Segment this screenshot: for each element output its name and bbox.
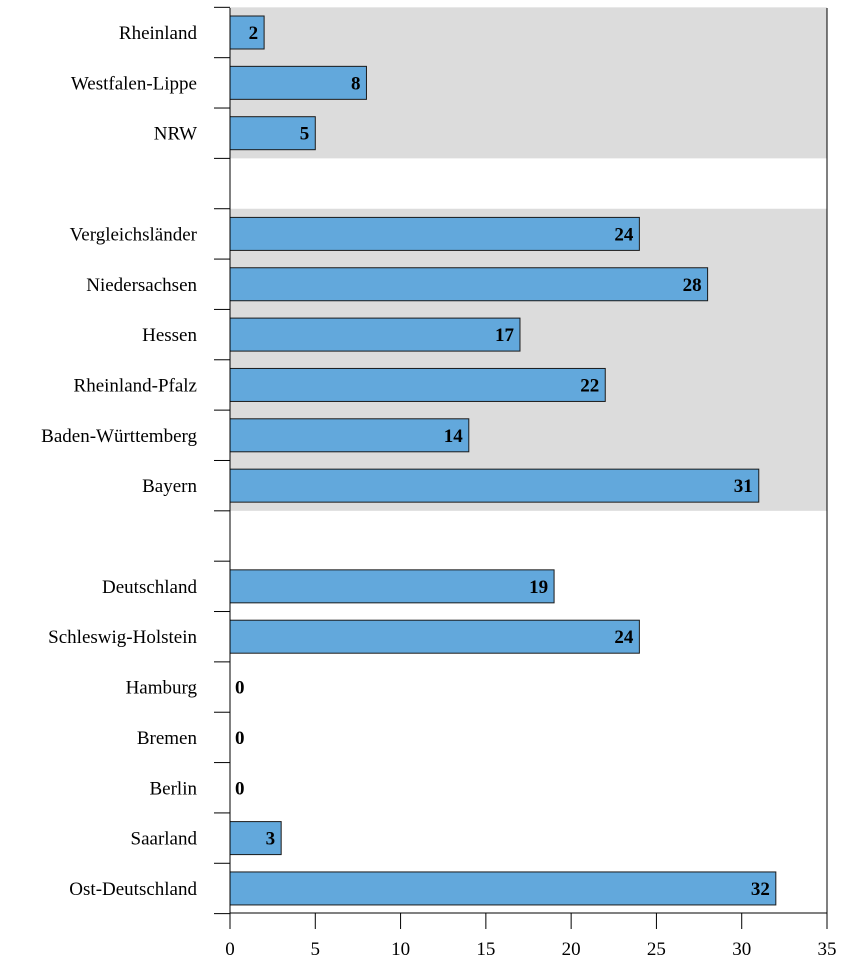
- x-tick-label: 35: [818, 939, 837, 960]
- bar-value-label: 14: [444, 426, 464, 447]
- group-shading-2: [230, 208, 827, 511]
- category-label: Saarland: [131, 829, 198, 850]
- bar-value-label: 22: [580, 375, 599, 396]
- bar-value-label: 2: [249, 23, 259, 44]
- bar-value-label: 31: [734, 476, 753, 497]
- bar: [229, 216, 640, 251]
- category-label: Bayern: [142, 476, 197, 497]
- bar-value-label: 24: [614, 627, 634, 648]
- x-tick-label: 30: [732, 939, 751, 960]
- category-label: NRW: [154, 124, 197, 145]
- bar: [229, 65, 367, 100]
- axis-layer: [214, 6, 828, 929]
- bar-value-label: 5: [300, 124, 310, 145]
- bar: [229, 619, 640, 654]
- bar: [229, 418, 470, 453]
- bar-value-label: 19: [529, 577, 548, 598]
- bar: [229, 821, 282, 856]
- category-label: Niedersachsen: [86, 275, 197, 296]
- bar: [229, 871, 777, 906]
- x-tick-label: 25: [647, 939, 666, 960]
- bar-layer: [229, 15, 777, 906]
- category-label: Deutschland: [102, 577, 197, 598]
- x-tick-label: 20: [562, 939, 581, 960]
- bar: [229, 468, 760, 503]
- category-label: Bremen: [137, 728, 198, 749]
- bar-value-label: 8: [351, 73, 361, 94]
- x-tick-label: 10: [391, 939, 410, 960]
- bar-value-label: 3: [266, 829, 276, 850]
- label-layer: Rheinland 2 Westfalen-Lippe 8 NRW 5 Vergleichs…: [41, 23, 836, 960]
- bar-value-label: 0: [235, 728, 245, 749]
- bar-value-label: 17: [495, 325, 515, 346]
- bar: [229, 317, 521, 352]
- category-label: Hessen: [142, 325, 197, 346]
- x-tick-label: 5: [311, 939, 321, 960]
- category-label: Rheinland-Pfalz: [74, 375, 197, 396]
- bar-value-label: 32: [751, 879, 770, 900]
- bar: [229, 367, 606, 402]
- bar: [229, 116, 316, 151]
- bar: [229, 569, 555, 604]
- bar-value-label: 28: [683, 275, 702, 296]
- bar-value-label: 0: [235, 678, 245, 699]
- bar-value-label: 24: [614, 224, 634, 245]
- category-label: Rheinland: [119, 23, 198, 44]
- x-tick-label: 0: [225, 939, 235, 960]
- category-label: Westfalen-Lippe: [71, 73, 197, 94]
- category-label: Berlin: [150, 778, 198, 799]
- category-label: Vergleichsländer: [70, 224, 198, 245]
- category-label: Baden-Württemberg: [41, 426, 197, 447]
- group-shading-layer: [230, 7, 827, 511]
- category-label: Schleswig-Holstein: [48, 627, 197, 648]
- bar-value-label: 0: [235, 778, 245, 799]
- category-label: Hamburg: [126, 678, 198, 699]
- category-label: Ost-Deutschland: [69, 879, 197, 900]
- bar: [229, 267, 709, 302]
- x-tick-label: 15: [476, 939, 495, 960]
- bar: [229, 15, 265, 50]
